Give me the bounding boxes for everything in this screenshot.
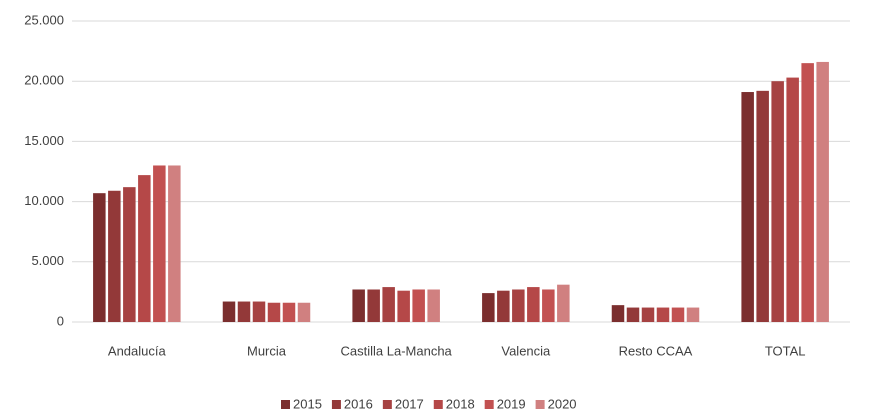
x-tick-label: Valencia <box>501 343 551 358</box>
bar <box>138 175 151 322</box>
y-tick-label: 0 <box>57 313 64 328</box>
legend-label: 2019 <box>497 396 526 411</box>
bar <box>611 305 625 322</box>
legend-swatch <box>484 400 494 409</box>
x-tick-label: Resto CCAA <box>619 343 693 358</box>
bar <box>816 61 829 322</box>
bar <box>801 63 814 322</box>
bar <box>771 81 784 322</box>
bar <box>153 165 166 322</box>
bar <box>741 92 754 322</box>
bar <box>671 307 685 322</box>
y-tick-label: 20.000 <box>24 73 64 88</box>
bar <box>237 301 251 322</box>
x-tick-label: Castilla La-Mancha <box>341 343 453 358</box>
bar <box>93 193 106 322</box>
legend-swatch <box>382 400 392 409</box>
bar <box>397 290 410 322</box>
bar <box>557 284 570 322</box>
bar <box>626 307 640 322</box>
legend-label: 2018 <box>446 396 475 411</box>
bar <box>367 289 380 322</box>
bar <box>756 90 769 322</box>
bar <box>382 287 395 322</box>
legend-swatch <box>331 400 341 409</box>
bar <box>686 307 700 322</box>
bar <box>168 165 181 322</box>
bar <box>222 301 236 322</box>
legend-swatch <box>535 400 545 409</box>
bar <box>352 289 365 322</box>
x-tick-label: Murcia <box>247 343 287 358</box>
legend-label: 2015 <box>293 396 322 411</box>
y-tick-label: 5.000 <box>31 253 64 268</box>
bar <box>252 301 266 322</box>
bar <box>427 289 440 322</box>
y-tick-label: 15.000 <box>24 133 64 148</box>
bar <box>497 290 510 322</box>
bar <box>297 302 311 322</box>
bar <box>786 77 799 322</box>
bar <box>282 302 296 322</box>
legend-label: 2017 <box>395 396 424 411</box>
bar <box>512 289 525 322</box>
legend-label: 2016 <box>344 396 373 411</box>
bar <box>267 302 281 322</box>
y-tick-label: 10.000 <box>24 193 64 208</box>
bar <box>656 307 670 322</box>
legend-label: 2020 <box>548 396 577 411</box>
bar <box>412 289 425 322</box>
y-tick-label: 25.000 <box>24 12 64 27</box>
bar <box>641 307 655 322</box>
x-tick-label: Andalucía <box>108 343 167 358</box>
bar <box>527 287 540 322</box>
bar <box>108 190 121 322</box>
bar <box>123 187 136 322</box>
legend-swatch <box>433 400 443 409</box>
legend-swatch <box>281 400 290 409</box>
x-tick-label: TOTAL <box>765 343 806 358</box>
bar <box>482 293 495 322</box>
bar <box>542 289 555 322</box>
